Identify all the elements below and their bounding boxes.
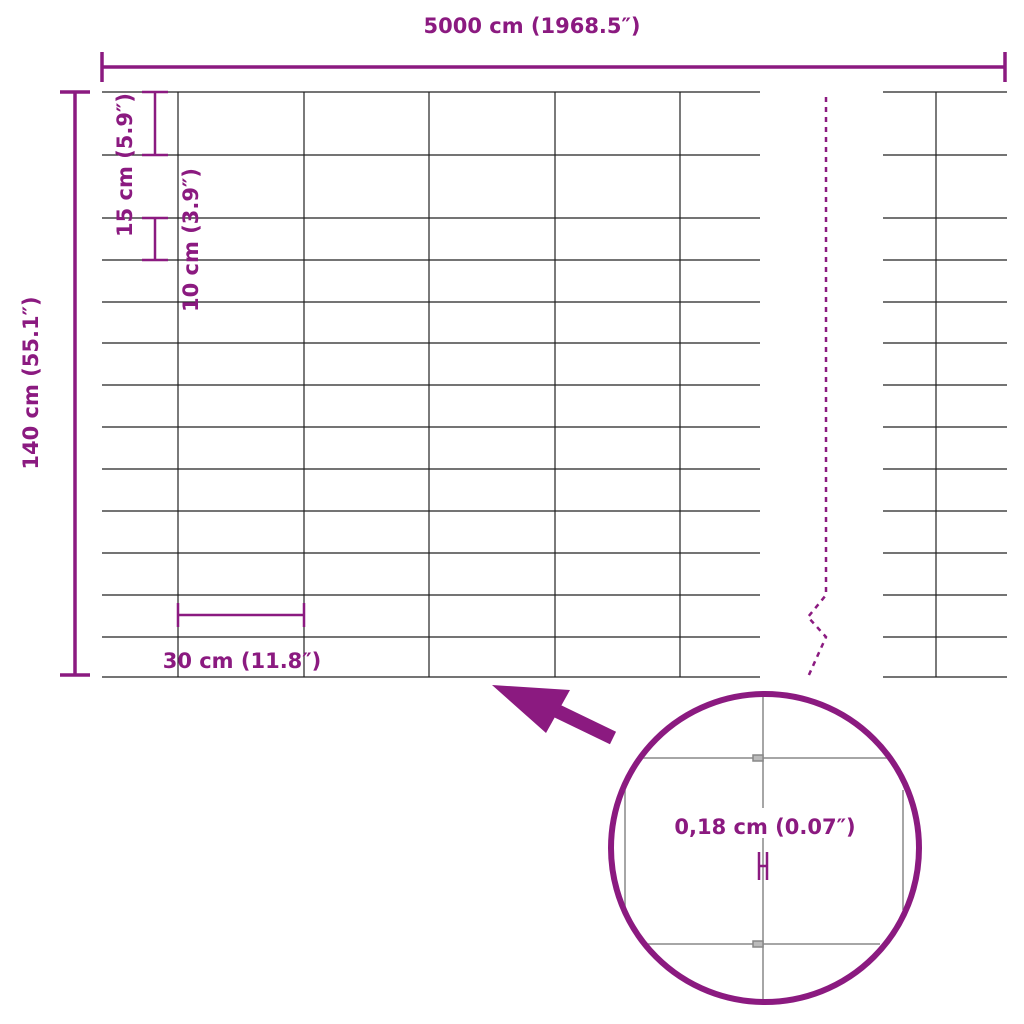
detail-circle (608, 691, 922, 1005)
length-label: 5000 cm (1968.5″) (423, 14, 640, 38)
length-dimension-line (100, 52, 1007, 82)
height-label: 140 cm (55.1″) (19, 296, 43, 469)
lower-spacing-label: 10 cm (3.9″) (179, 168, 203, 312)
wire-diameter-label: 0,18 cm (0.07″) (674, 815, 855, 839)
post-spacing-label: 30 cm (11.8″) (163, 649, 322, 673)
lower-spacing-bracket (142, 216, 168, 262)
wire-diameter-marker (757, 852, 769, 880)
wire-mesh (102, 91, 1007, 678)
top-spacing-bracket (142, 90, 168, 157)
post-spacing-bracket (176, 603, 306, 627)
height-dimension-line (60, 90, 90, 677)
top-spacing-label: 15 cm (5.9″) (113, 93, 137, 237)
break-dashed-line (806, 97, 828, 678)
arrow-pointing-to-mesh-icon (492, 685, 617, 745)
dimension-lines (60, 52, 1007, 677)
